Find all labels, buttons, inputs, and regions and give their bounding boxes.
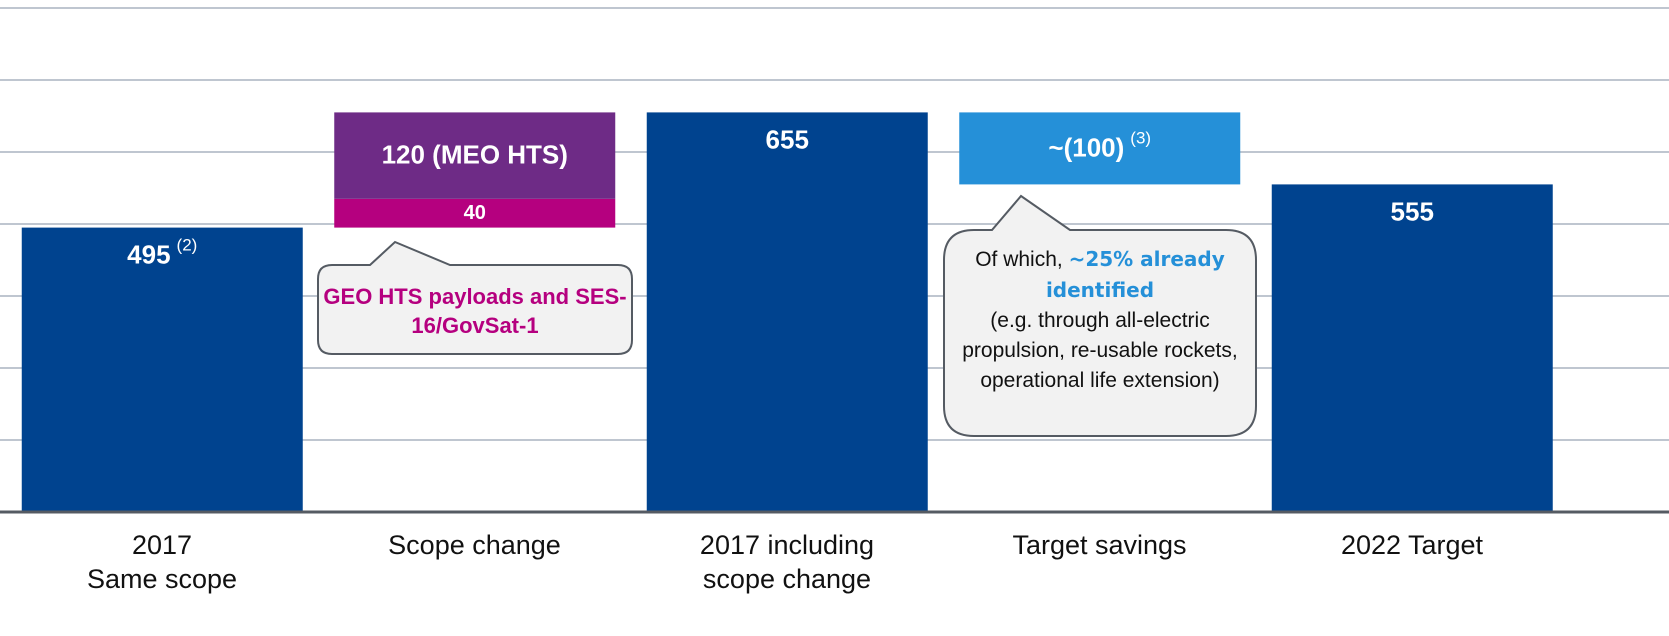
data-label: 120 (MEO HTS) [382,139,568,169]
bar [646,112,928,513]
data-label-value: 555 [1391,196,1434,226]
data-label: 555 [1391,196,1434,226]
data-label: ~(100) (3) [1048,129,1151,162]
bar [334,198,616,228]
callout-highlight: ~25% already identified [1045,247,1225,302]
x-tick-label: 2022 Target [1340,530,1484,560]
callout-text: GEO HTS payloads and SES-16/GovSat-1 [323,284,627,338]
callout-box [943,194,1257,437]
x-tick-label: Scope change [388,530,561,560]
x-tick-label: 2017 including scope change [699,530,875,594]
data-label-note: (2) [177,236,198,255]
bar [334,112,616,199]
x-tick-label: 2017 Same scope [86,530,238,594]
data-label-value: ~(100) [1048,132,1124,162]
callout-detail: (e.g. through all-electric propulsion, r… [962,309,1238,392]
callout-text: Of which, ~25% already identified (e.g. t… [962,244,1238,396]
data-label: 495 (2) [127,236,197,269]
bar [959,112,1241,185]
data-label: 40 [464,202,486,224]
data-label-value: 40 [464,202,486,224]
data-label-value: 120 (MEO HTS) [382,139,568,169]
data-label: 655 [766,124,809,154]
data-label-value: 495 [127,239,170,269]
callout-box [317,240,633,355]
bars: 495 (2) 40 120 (MEO HTS) 655 ~(100) (3) 555 [21,112,1553,513]
x-tick-label: Target savings [1012,530,1187,560]
bar [1271,184,1553,512]
bar [21,227,303,512]
callout-intro: Of which, [975,248,1069,271]
data-label-value: 655 [766,124,809,154]
data-label-note: (3) [1130,129,1151,148]
